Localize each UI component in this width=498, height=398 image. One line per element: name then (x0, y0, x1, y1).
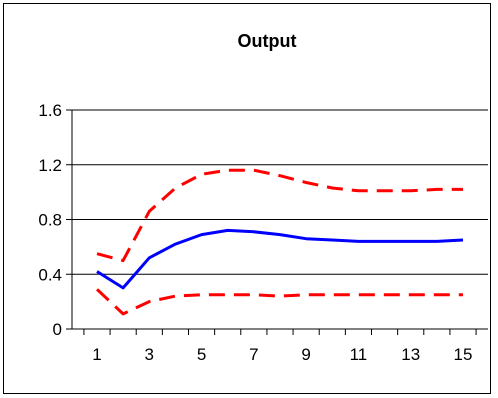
chart-svg: Output 00.40.81.21.61 3 5 7 9 11 13 15 (38, 31, 488, 364)
y-tick-label-3: 1.2 (38, 156, 62, 175)
y-tick-label-2: 0.8 (38, 211, 62, 230)
chart-area: Output 0 0.4 0.8 1.2 1.6 1 3 5 7 9 11 13 15 (3, 3, 491, 394)
series-line-2 (95, 288, 463, 316)
x-tick-label-0: 1 (92, 345, 101, 364)
axes (66, 109, 488, 335)
series-lines (95, 168, 464, 316)
y-tick-label-0: 0 (53, 320, 62, 339)
y-tick-label-4: 1.6 (38, 101, 62, 120)
x-tick-label-2: 5 (197, 345, 206, 364)
series-line-0 (96, 228, 464, 290)
x-tick-label-4: 9 (301, 345, 310, 364)
tick-labels: 00.40.81.21.61 3 5 7 9 11 13 15 (38, 101, 472, 364)
y-tick-label-1: 0.4 (38, 265, 62, 284)
gridlines (72, 109, 488, 275)
series-line-1 (96, 168, 463, 263)
chart-title: Output (238, 31, 297, 51)
x-tick-label-5: 11 (350, 345, 368, 364)
x-tick-label-7: 15 (454, 345, 473, 364)
x-tick-label-6: 13 (401, 345, 420, 364)
x-tick-label-3: 7 (249, 345, 258, 364)
x-tick-label-1: 3 (145, 345, 154, 364)
